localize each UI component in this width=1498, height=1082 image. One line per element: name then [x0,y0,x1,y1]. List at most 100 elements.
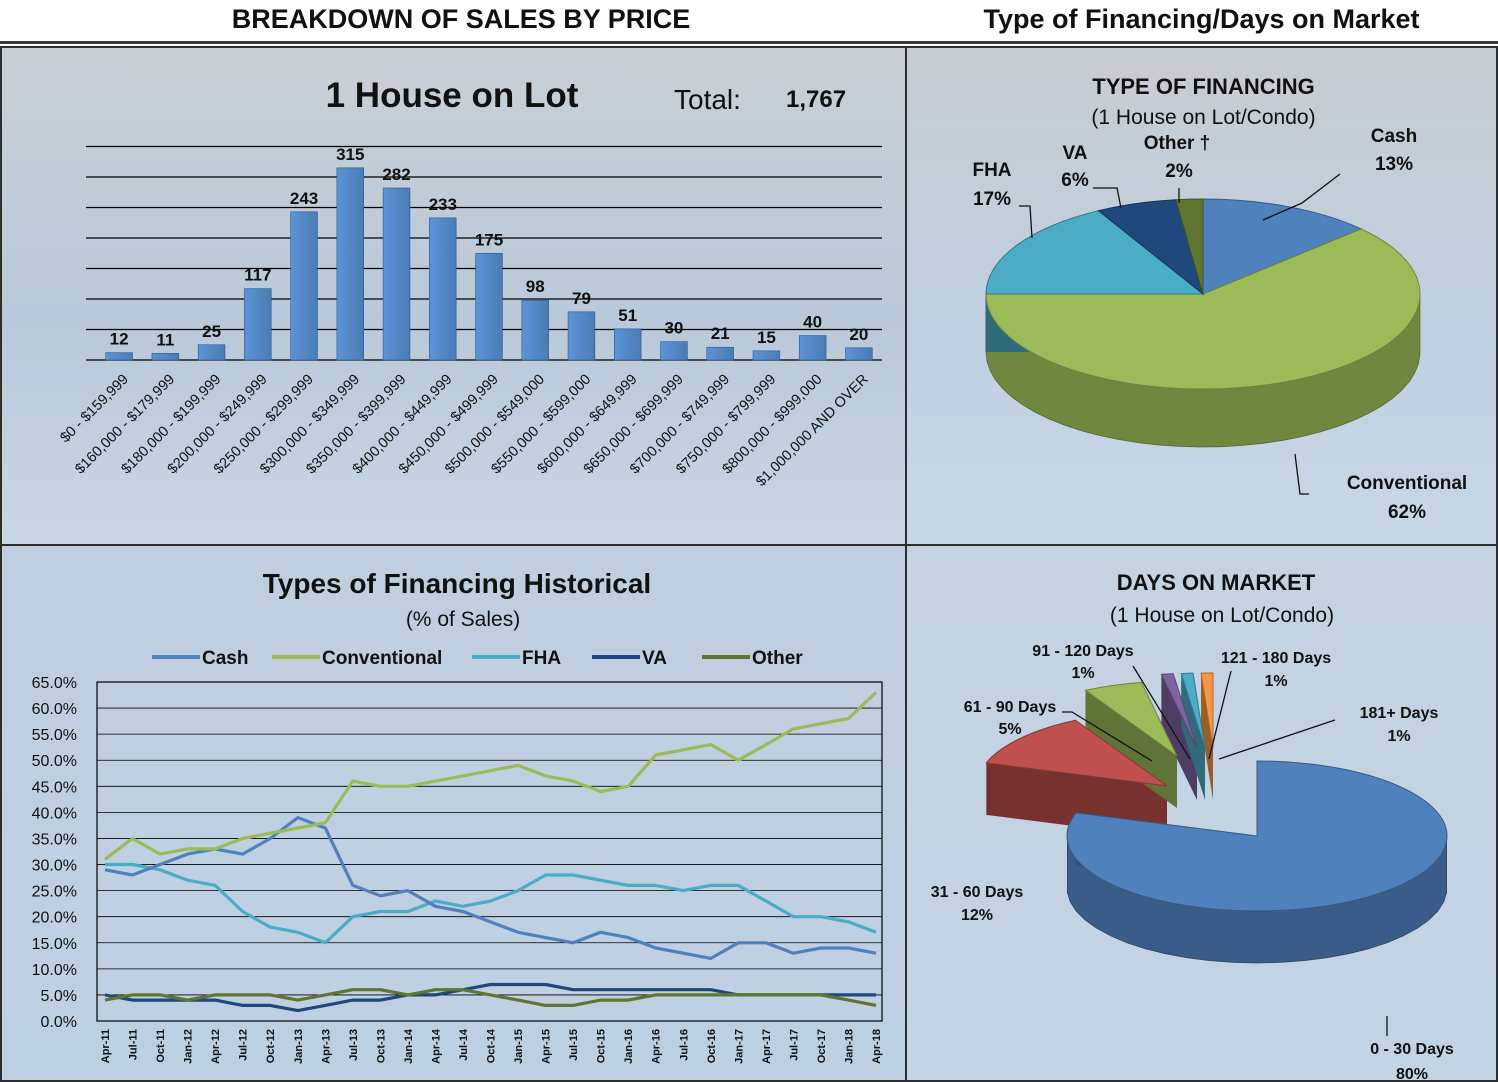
y-tick-label: 55.0% [32,727,77,744]
financing-dom-header: Type of Financing/Days on Market [983,4,1420,34]
y-tick-label: 5.0% [41,988,77,1005]
bar [197,344,226,361]
financing-pie-chart: Cash 13% Conventional 62% FHA 17% VA 6% Other † 2… [972,126,1467,523]
dom-pie-title: DAYS ON MARKET [1116,570,1316,595]
x-tick-label: Jul-12 [238,1029,250,1061]
bar-value-label: 117 [244,266,271,285]
leader-line [1093,187,1122,209]
pie-slice-61-90 [1084,681,1178,757]
conventional-pct-label: 62% [1388,502,1426,523]
leader-line [1262,173,1341,221]
legend-label: Other [752,648,803,669]
financing-pie-panel: TYPE OF FINANCING (1 House on Lot/Condo)… [905,46,1498,546]
x-tick-label: Oct-12 [265,1029,277,1063]
y-tick-label: 35.0% [32,831,77,848]
bar-value-label: 243 [290,189,318,208]
pie-slice-other [1175,198,1204,295]
bar [798,335,827,361]
total-value: 1,767 [786,86,847,113]
pie-slice-cash [1202,198,1363,295]
x-tick-label: Oct-13 [375,1029,387,1063]
x-tick-label: Jul-16 [678,1029,690,1061]
fha-pct-label: 17% [973,189,1011,210]
x-tick-label: Jul-17 [788,1029,800,1061]
bar [105,352,133,361]
bar-value-label: 20 [849,325,868,344]
bar-value-label: 282 [382,165,410,184]
legend-label: Cash [202,648,248,669]
dom-pie-subtitle: (1 House on Lot/Condo) [1109,604,1335,627]
x-tick-label: Jan-14 [403,1028,415,1064]
leader-line [1132,665,1191,760]
financing-pie-title: TYPE OF FINANCING [1092,74,1315,99]
x-tick-label: Jul-14 [458,1028,470,1061]
dom-91-120-pct-label: 1% [1071,665,1094,682]
y-tick-label: 65.0% [32,675,77,692]
leader-line [1294,453,1309,495]
x-tick-label: Jan-12 [183,1029,195,1064]
dom-61-90-pct-label: 5% [998,721,1021,738]
y-tick-label: 15.0% [32,936,77,953]
total-label: Total: [674,84,741,115]
bar-value-label: 30 [664,319,683,338]
financing-pie-subtitle: (1 House on Lot/Condo) [1091,106,1316,129]
dom-61-90-label: 61 - 90 Days [964,699,1057,716]
bar-value-label: 79 [572,289,591,308]
x-tick-label: Apr-14 [430,1028,442,1064]
x-tick-label: Apr-13 [320,1029,332,1064]
dom-0-30-pct-label: 80% [1396,1066,1428,1080]
bar [290,211,318,361]
y-tick-label: 10.0% [32,962,77,979]
bar [613,328,642,361]
bar [567,311,596,361]
bar-value-label: 40 [803,313,822,332]
bar-value-label: 51 [618,306,637,325]
series-line-other [104,988,877,1007]
pie-slice-conventional [985,228,1421,390]
dom-0-30-label: 0 - 30 Days [1370,1041,1454,1058]
bar [475,252,503,361]
bar [845,347,873,361]
y-tick-label: 25.0% [32,884,77,901]
y-tick-label: 45.0% [32,779,77,796]
other-pct-label: 2% [1165,161,1193,182]
y-tick-label: 60.0% [32,701,77,718]
x-tick-label: Apr-12 [210,1029,222,1064]
cash-pct-label: 13% [1375,154,1413,175]
x-tick-label: Oct-11 [155,1029,167,1063]
bar [429,217,457,361]
dom-pie-chart: 0 - 30 Days 80% 31 - 60 Days 12% 61 - 90 Day… [931,643,1454,1080]
x-tick-label: Apr-17 [761,1029,773,1064]
y-tick-label: 30.0% [32,858,77,875]
dom-91-120-label: 91 - 120 Days [1032,643,1134,660]
leader-line [1062,711,1153,762]
bar-chart-title: 1 House on Lot [325,76,579,115]
x-tick-label: Apr-18 [871,1029,883,1064]
va-label: VA [1063,143,1088,164]
x-tick-label: Apr-16 [651,1029,663,1064]
line-chart: 0.0% 5.0% 10.0% 15.0% 20.0% 25.0% 30.0% 35.0% 40… [32,648,883,1064]
y-tick-label: 0.0% [41,1014,77,1031]
series-line-fha [105,862,877,945]
x-tick-label: Oct-15 [596,1029,608,1063]
bar-value-label: 315 [336,145,364,164]
bar [706,346,734,361]
x-tick-label: Jan-17 [733,1029,745,1064]
leader-line [1218,719,1336,760]
bar [336,167,365,361]
fha-label: FHA [972,160,1011,181]
dom-121-180-label: 121 - 180 Days [1221,650,1331,667]
x-tick-label: Apr-15 [541,1029,553,1064]
pie-slice-181 [1200,672,1214,749]
bar-value-label: 175 [475,230,503,249]
x-tick-label: Jul-13 [348,1029,360,1061]
pie-slice-fha [985,210,1205,295]
bar-value-label: 15 [757,328,776,347]
dom-121-180-pct-label: 1% [1264,673,1287,690]
conventional-label: Conventional [1347,473,1467,494]
x-tick-label: Oct-17 [816,1029,828,1063]
pie-slice-31-60 [985,719,1168,787]
x-tick-label: Jul-15 [568,1029,580,1061]
leader-line [1208,670,1232,760]
y-tick-label: 50.0% [32,753,77,770]
